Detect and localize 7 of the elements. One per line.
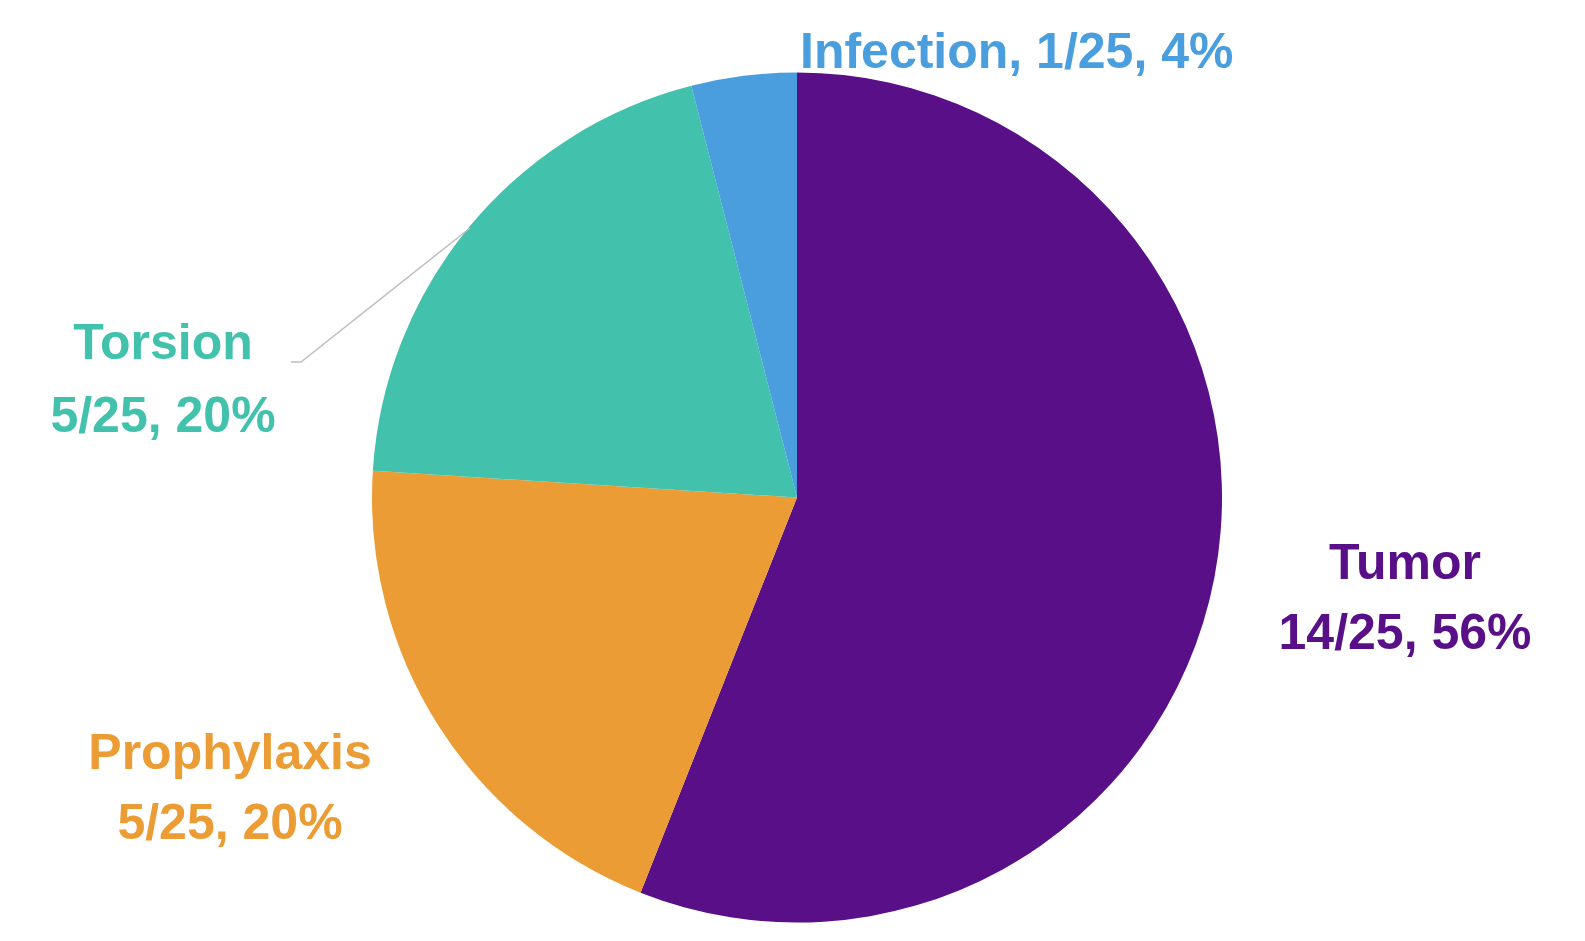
slice-label: Tumor	[1329, 533, 1481, 590]
slice-label: Prophylaxis	[88, 723, 372, 780]
data-label: 14/25, 56%	[1278, 603, 1532, 660]
slice-label: Torsion	[73, 313, 253, 370]
slice-label: Infection, 1/25, 4%	[800, 22, 1234, 79]
data-label: 5/25, 20%	[50, 386, 276, 443]
data-label: 5/25, 20%	[117, 793, 343, 850]
